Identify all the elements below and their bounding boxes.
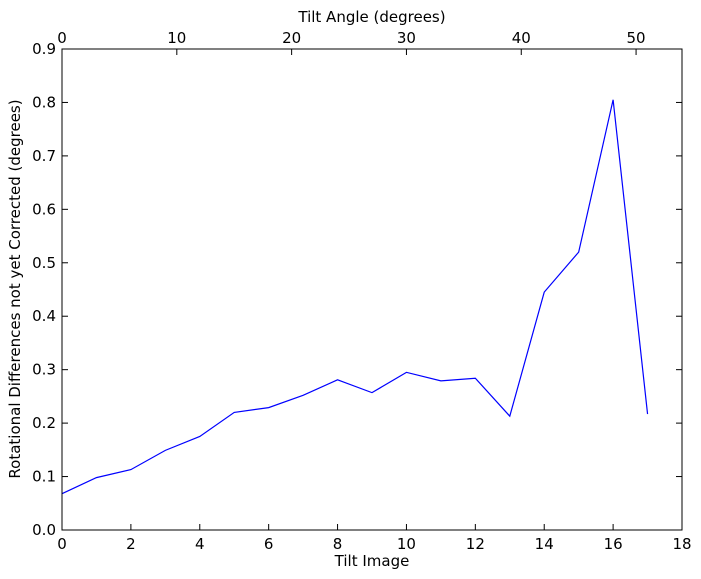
series-line <box>61 99 649 495</box>
secondary-x-tick-label: 50 <box>627 29 646 47</box>
y-tick-label: 0.6 <box>32 200 56 218</box>
x-tick-label: 0 <box>57 535 67 553</box>
plot-frame <box>61 48 683 531</box>
y-tick-label: 0.1 <box>32 468 56 486</box>
x-tick-label: 2 <box>126 535 136 553</box>
x-axis-title: Tilt Image <box>334 552 410 570</box>
x-tick-label: 12 <box>466 535 485 553</box>
secondary-x-axis-title: Tilt Angle (degrees) <box>297 8 445 26</box>
secondary-x-tick-label: 0 <box>57 29 67 47</box>
secondary-x-tick-label: 10 <box>167 29 186 47</box>
y-tick-label: 0.3 <box>32 361 56 379</box>
x-tick-label: 4 <box>195 535 205 553</box>
x-tick-label: 14 <box>535 535 554 553</box>
x-tick-label: 16 <box>604 535 623 553</box>
secondary-x-tick-label: 30 <box>397 29 416 47</box>
x-tick-label: 10 <box>397 535 416 553</box>
y-axis-title: Rotational Differences not yet Corrected… <box>6 99 24 478</box>
series-layer <box>61 99 649 495</box>
tick-labels-layer: 0 2 4 6 8 10 12 14 16 18 0 10 20 30 40 50 0.0 0.1 0.2 0.3 0.… <box>32 29 691 553</box>
y-tick-label: 0.0 <box>32 521 56 539</box>
y-tick-label: 0.8 <box>32 93 56 111</box>
x-tick-label: 8 <box>333 535 343 553</box>
y-tick-label: 0.7 <box>32 147 56 165</box>
y-tick-label: 0.2 <box>32 414 56 432</box>
x-tick-label: 18 <box>672 535 691 553</box>
y-tick-label: 0.9 <box>32 40 56 58</box>
secondary-x-tick-label: 20 <box>282 29 301 47</box>
y-tick-label: 0.5 <box>32 254 56 272</box>
secondary-x-tick-label: 40 <box>512 29 531 47</box>
x-tick-label: 6 <box>264 535 274 553</box>
plot-area <box>62 49 682 530</box>
y-tick-label: 0.4 <box>32 307 56 325</box>
